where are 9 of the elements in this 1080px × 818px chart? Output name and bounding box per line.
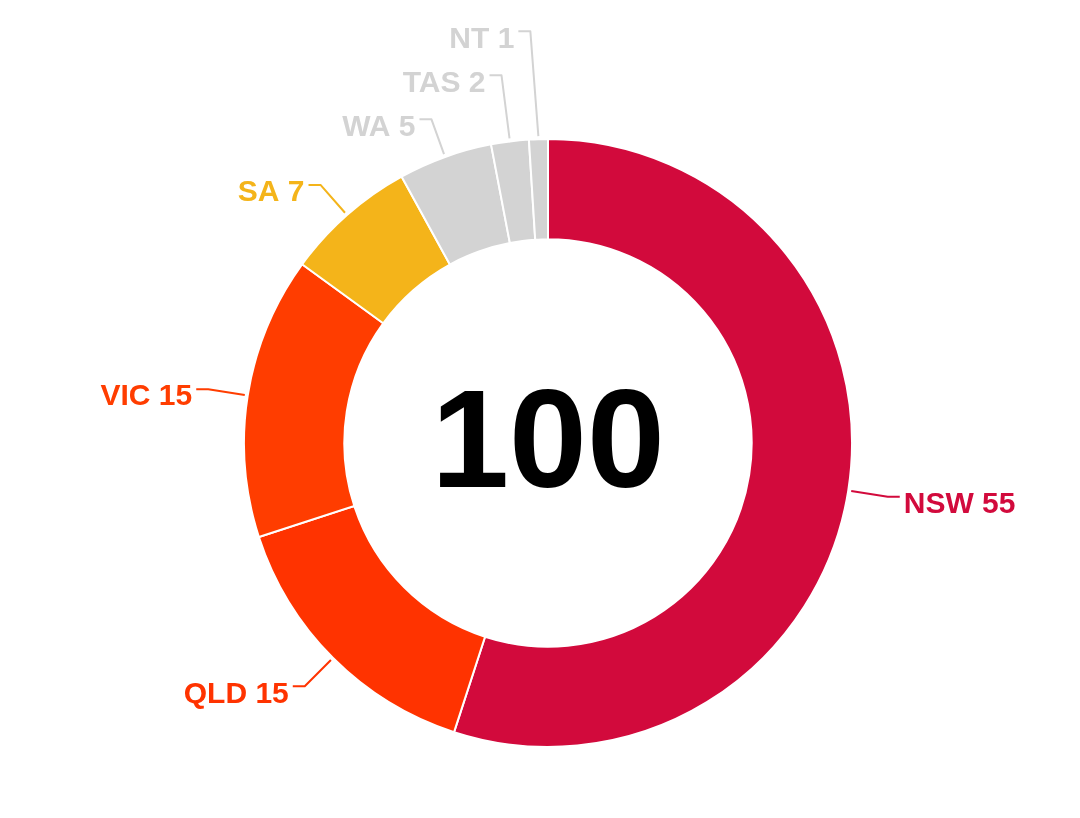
slice-label: SA	[237, 174, 280, 208]
data-label: 55	[982, 486, 1016, 520]
slice-label: QLD	[183, 675, 248, 709]
slice-label: NSW	[903, 486, 975, 520]
data-label: 7	[287, 174, 305, 208]
text: 100	[431, 359, 665, 517]
data-label: 15	[158, 378, 193, 412]
slice-label: VIC	[100, 378, 151, 412]
data-label: 15	[255, 675, 289, 709]
